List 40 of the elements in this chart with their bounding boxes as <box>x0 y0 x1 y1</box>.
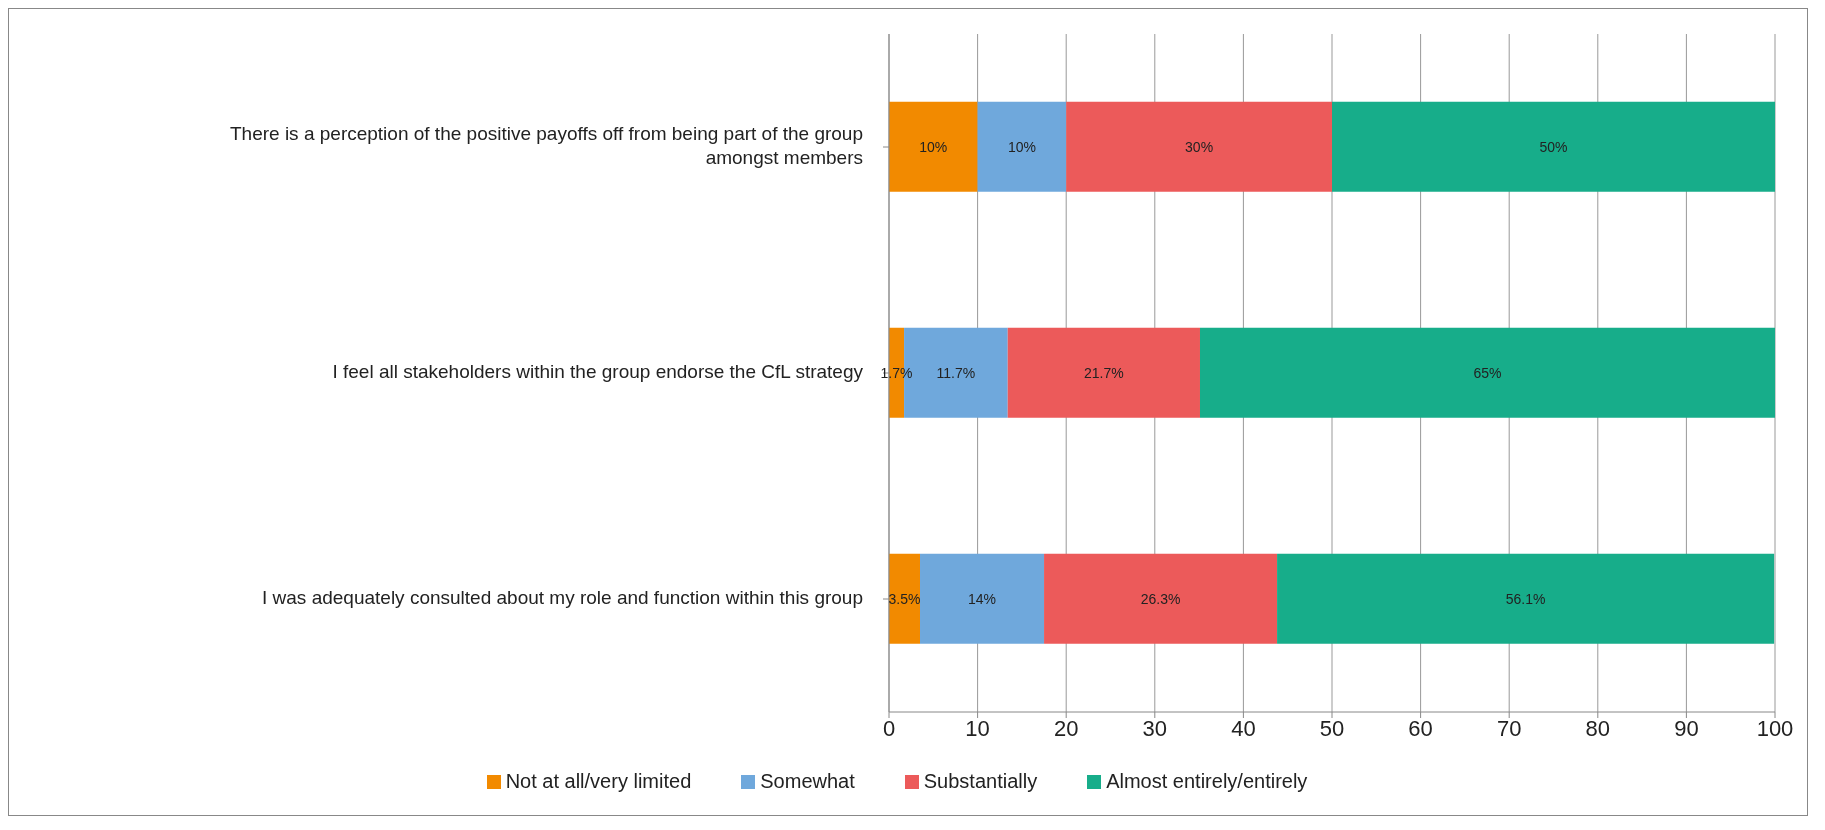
bar <box>1277 553 1775 644</box>
data-label: 50% <box>1539 138 1568 155</box>
x-tick-label: 10 <box>965 715 990 741</box>
data-label: 26.3% <box>1140 590 1181 607</box>
bar <box>1044 553 1278 644</box>
legend-label: Somewhat <box>759 770 855 793</box>
data-label: 21.7% <box>1084 364 1124 381</box>
x-tick-label: 60 <box>1408 715 1433 741</box>
x-tick-label: 40 <box>1231 715 1256 741</box>
bar <box>920 553 1045 644</box>
bar <box>1007 327 1200 418</box>
data-label: 30% <box>1185 138 1214 155</box>
x-tick-label: 80 <box>1585 715 1611 741</box>
x-tick-label: 90 <box>1674 715 1699 741</box>
data-label: 11.7% <box>936 364 976 381</box>
y-tick-label: There is a perception of the positive payoffs off from being part of the group amongst members <box>229 123 863 169</box>
bar <box>1199 327 1775 418</box>
data-label: 1.7% <box>880 364 913 381</box>
legend-label: Almost entirely/entirely <box>1105 770 1308 793</box>
data-label: 10% <box>919 138 948 155</box>
legend-label: Not at all/very limited <box>504 770 692 793</box>
data-label: 65% <box>1473 364 1502 381</box>
data-label: 10% <box>1007 138 1036 155</box>
x-tick-label: 30 <box>1142 715 1168 741</box>
data-label: 14% <box>968 590 997 607</box>
x-tick-label: 20 <box>1053 715 1079 741</box>
legend-label: Substantially <box>922 770 1038 793</box>
y-tick-label: I feel all stakeholders within the group endorse the CfL strategy <box>332 361 864 383</box>
x-tick-label: 70 <box>1496 715 1522 741</box>
bar <box>977 101 1067 192</box>
x-tick-label: 0 <box>882 715 896 741</box>
bar <box>1332 101 1775 192</box>
bar <box>889 101 978 192</box>
data-label: 56.1% <box>1505 590 1546 607</box>
y-tick-label: I was adequately consulted about my role and function within this group <box>262 587 863 609</box>
x-tick-label: 100 <box>1756 715 1794 741</box>
data-label: 3.5% <box>888 590 921 607</box>
x-tick-label: 50 <box>1319 715 1345 741</box>
bar <box>889 553 921 644</box>
bar <box>1066 101 1332 192</box>
